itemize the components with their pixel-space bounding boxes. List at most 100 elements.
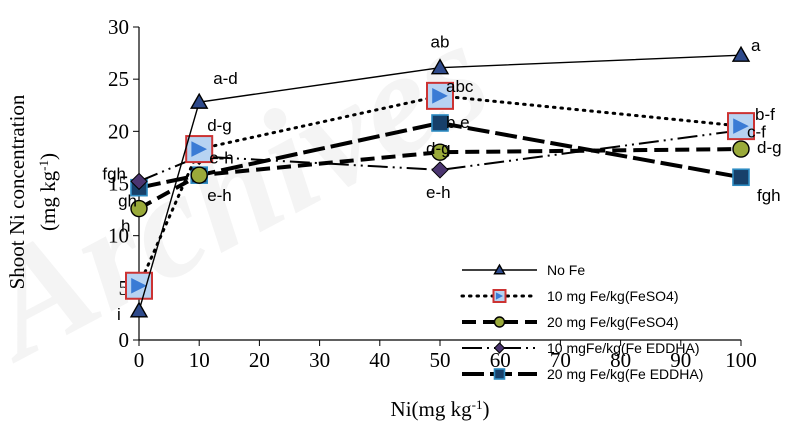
point-annotation: a-d — [213, 69, 238, 88]
point-annotation: d-g — [426, 139, 451, 158]
x-tick-label: 50 — [430, 348, 451, 372]
point-annotation: fgh — [757, 186, 781, 205]
y-axis-title-line2: (mg kg-1) — [36, 153, 61, 231]
data-point — [129, 301, 149, 318]
legend-entry: 20 mg Fe/kg(FeSO4) — [462, 314, 679, 330]
series-line — [138, 54, 742, 311]
x-tick-label: 40 — [369, 348, 390, 372]
point-annotation: gh — [118, 192, 137, 211]
series-line — [138, 147, 742, 211]
point-annotation: c-f — [747, 122, 766, 141]
point-annotation: d-g — [757, 138, 782, 157]
legend-label: 10 mgFe/kg(Fe EDDHA) — [547, 340, 699, 356]
legend-label: 20 mg Fe/kg(Fe EDDHA) — [547, 366, 703, 382]
data-point — [125, 271, 153, 300]
y-tick-label: 10 — [108, 224, 129, 248]
arrow-marker — [495, 292, 504, 300]
data-point — [732, 168, 750, 187]
point-annotation: fgh — [102, 164, 126, 183]
data-point — [190, 166, 208, 184]
legend-label: No Fe — [547, 262, 585, 278]
arrow-marker — [131, 277, 147, 294]
square-marker — [732, 168, 750, 187]
legend: No Fe 10 mg Fe/kg(FeSO4) 20 mg Fe/kg(FeSO4… — [460, 262, 703, 382]
data-point — [727, 112, 755, 141]
circle-marker — [732, 140, 750, 158]
point-annotation: b e — [446, 113, 470, 132]
series-line — [138, 120, 742, 190]
triangle-marker — [189, 92, 209, 109]
x-tick-label: 0 — [134, 348, 145, 372]
circle-marker — [431, 143, 449, 161]
series-line — [137, 94, 743, 288]
x-tick-label: 60 — [490, 348, 511, 372]
data-point — [426, 81, 454, 110]
data-point — [185, 135, 214, 164]
x-tick-label: 90 — [670, 348, 691, 372]
point-annotation: a — [751, 36, 761, 55]
data-point — [431, 143, 449, 161]
x-tick-label: 80 — [610, 348, 631, 372]
series-3 — [130, 140, 750, 218]
point-annotation: b-f — [755, 105, 775, 124]
y-tick-label: 30 — [108, 15, 129, 39]
plot-area — [125, 45, 755, 318]
point-annotation: h — [121, 217, 130, 236]
triangle-marker — [731, 45, 751, 62]
y-tick-label: 20 — [108, 119, 129, 143]
triangle-marker — [493, 263, 506, 275]
circle-marker — [190, 166, 208, 184]
x-tick-label: 70 — [550, 348, 571, 372]
x-tick-label: 100 — [725, 348, 757, 372]
data-point — [431, 114, 449, 132]
square-marker — [727, 112, 755, 141]
triangle-marker — [129, 301, 149, 318]
legend-label: 20 mg Fe/kg(FeSO4) — [547, 314, 679, 330]
data-point — [130, 172, 148, 191]
point-annotation: i — [117, 305, 121, 324]
x-tick-label: 20 — [249, 348, 270, 372]
data-point — [431, 161, 449, 179]
legend-label: 10 mg Fe/kg(FeSO4) — [547, 288, 679, 304]
diamond-marker — [130, 172, 148, 191]
square-marker — [493, 368, 506, 380]
legend-entry: 20 mg Fe/kg(Fe EDDHA) — [462, 366, 703, 382]
y-tick-label: 0 — [119, 328, 130, 352]
x-tick-label: 30 — [309, 348, 330, 372]
diamond-marker — [493, 342, 506, 354]
data-point — [430, 58, 450, 75]
circle-marker — [130, 199, 148, 218]
arrow-marker — [733, 118, 749, 134]
legend-entry: 10 mgFe/kg(Fe EDDHA) — [462, 340, 699, 356]
y-tick-label: 15 — [108, 172, 129, 196]
circle-marker — [493, 316, 506, 328]
x-axis-title: Ni(mg kg-1) — [391, 397, 490, 422]
y-tick-label: 5 — [119, 276, 130, 300]
axis-titles: Ni(mg kg-1) Shoot Ni concentration (mg k… — [5, 94, 489, 421]
data-point — [732, 140, 750, 158]
point-annotation: e-h — [209, 148, 234, 167]
square-marker — [125, 271, 153, 300]
triangle-marker — [430, 58, 450, 75]
point-annotation: e-h — [426, 183, 451, 202]
series-2 — [125, 81, 755, 300]
square-marker — [431, 114, 449, 132]
y-axis-title-line1: Shoot Ni concentration — [5, 94, 29, 289]
point-annotation: e-h — [207, 186, 232, 205]
data-point — [130, 199, 148, 218]
series-1 — [129, 45, 751, 318]
diamond-marker — [431, 161, 449, 179]
y-tick-label: 25 — [108, 67, 129, 91]
point-annotation: d-g — [207, 116, 232, 135]
legend-entry: 10 mg Fe/kg(FeSO4) — [460, 288, 679, 304]
x-tick-label: 10 — [189, 348, 210, 372]
series-line — [138, 129, 742, 183]
chart-axes: 0 5 10 15 20 25 30 0 10 20 30 40 50 60 70 80 90 100 — [108, 15, 757, 372]
data-point — [189, 92, 209, 109]
point-annotation: ab — [431, 33, 450, 52]
legend-entry: No Fe — [462, 262, 585, 278]
arrow-marker — [432, 88, 448, 104]
arrow-marker — [191, 141, 207, 157]
